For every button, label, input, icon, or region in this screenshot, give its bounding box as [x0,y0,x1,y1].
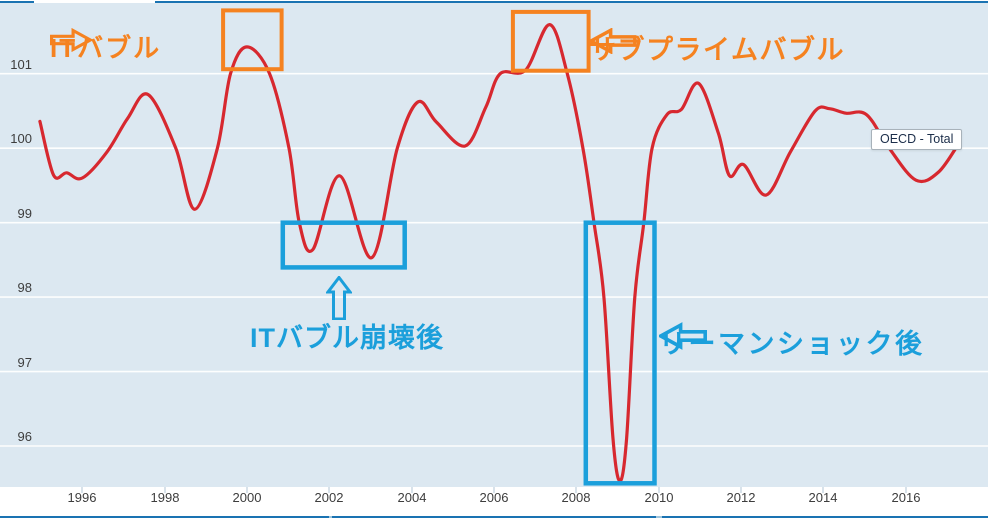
lehman-shock-label: リーマンショック後 [659,329,925,359]
y-axis-label: 97 [17,355,32,370]
annotation-box-it-bubble [221,8,284,72]
x-axis-labels: 1996 1998 2000 2002 2004 2006 2008 2010 2012 2014… [0,487,988,516]
x-axis-tick [575,487,577,493]
x-axis-label: 2004 [397,490,427,505]
top-border-right [154,1,988,3]
up-arrow-icon [326,276,352,320]
x-axis-label: 2016 [891,490,921,505]
it-bubble-label: ITバブル [50,33,162,63]
left-arrow-icon [659,322,707,350]
subprime-bubble-annotation: サブプライムバブル [589,28,845,67]
it-bubble-annotation: ITバブル [50,28,161,65]
x-axis-label: 1998 [150,490,180,505]
x-axis-label: 1996 [67,490,97,505]
x-axis-tick [246,487,248,493]
bottom-border-divider [329,516,332,518]
annotation-box-subprime-bubble [510,9,591,73]
right-arrow-icon [50,28,92,52]
series-line[interactable] [38,23,962,483]
x-axis-tick [81,487,83,493]
x-axis-label: 2012 [726,490,756,505]
it-collapse-label: ITバブル崩壊後 [250,323,444,353]
plot-area[interactable]: 96 97 98 99 100 101 ITバブル サブプライムバブル ITバブル崩壊後 [0,3,988,487]
x-axis-tick [411,487,413,493]
x-axis-label: 2002 [314,490,344,505]
it-collapse-annotation: ITバブル崩壊後 [250,316,444,355]
x-axis-tick [740,487,742,493]
x-axis-tick [493,487,495,493]
x-axis-label: 2010 [644,490,674,505]
y-axis-label: 101 [10,57,32,72]
line-chart-svg [0,8,988,486]
left-arrow-icon [589,28,637,54]
subprime-bubble-label: サブプライムバブル [589,35,845,65]
x-axis-tick [822,487,824,493]
x-axis-label: 2000 [232,490,262,505]
y-axis-label: 96 [17,429,32,444]
x-axis-tick [164,487,166,493]
top-border-left [0,1,34,3]
y-axis-label: 98 [17,280,32,295]
annotation-box-it-collapse [280,220,407,270]
annotation-box-lehman-shock [583,220,657,486]
x-axis-tick [905,487,907,493]
tooltip-label: OECD - Total [880,132,954,146]
y-axis-label: 99 [17,206,32,221]
y-axis-label: 100 [10,131,32,146]
bottom-border-divider [656,516,662,518]
x-axis-tick [658,487,660,493]
x-axis-label: 2006 [479,490,509,505]
oecd-total-tooltip: OECD - Total [871,129,963,150]
x-axis-label: 2008 [561,490,591,505]
x-axis-label: 2014 [808,490,838,505]
x-axis-tick [328,487,330,493]
lehman-shock-annotation: リーマンショック後 [659,322,925,361]
bottom-border [0,516,988,518]
